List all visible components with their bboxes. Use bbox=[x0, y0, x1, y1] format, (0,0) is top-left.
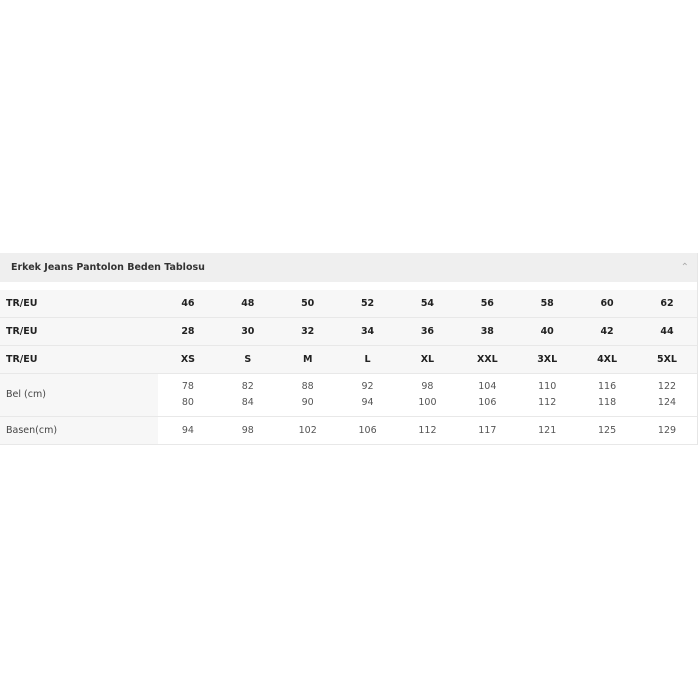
cell-value: 92 bbox=[361, 381, 374, 392]
table-cell: 4XL bbox=[577, 345, 637, 374]
row-label: TR/EU bbox=[0, 317, 158, 346]
table-cell: 52 bbox=[337, 290, 398, 318]
cell-value: 124 bbox=[657, 397, 677, 408]
table-cell: 117 bbox=[457, 416, 518, 445]
table-cell: 98 bbox=[217, 416, 278, 445]
table-cell: 112 bbox=[397, 416, 458, 445]
row-label: Basen(cm) bbox=[0, 416, 158, 445]
table-cell: XS bbox=[158, 345, 218, 374]
table-cell: 125 bbox=[577, 416, 637, 445]
table-cell: 82 84 bbox=[217, 373, 278, 417]
table-cell: 122 124 bbox=[637, 373, 697, 417]
cell-value: 88 bbox=[301, 381, 314, 392]
cell-value: 104 bbox=[478, 381, 497, 392]
table-cell: 46 bbox=[158, 290, 218, 318]
table-cell: 50 bbox=[277, 290, 338, 318]
table-cell: 102 bbox=[277, 416, 338, 445]
table-cell: L bbox=[337, 345, 398, 374]
table-cell: 42 bbox=[577, 317, 637, 346]
table-cell: 56 bbox=[457, 290, 518, 318]
cell-value: 78 bbox=[181, 381, 194, 392]
table-cell: 28 bbox=[158, 317, 218, 346]
table-cell: 54 bbox=[397, 290, 458, 318]
table-row: Basen(cm) 94 98 102 106 112 117 121 125 129 bbox=[0, 416, 697, 445]
table-cell: 129 bbox=[637, 416, 697, 445]
table-cell: 58 bbox=[517, 290, 578, 318]
table-cell: 36 bbox=[397, 317, 458, 346]
table-cell: 32 bbox=[277, 317, 338, 346]
cell-value: 90 bbox=[301, 397, 314, 408]
cell-value: 94 bbox=[361, 397, 374, 408]
table-cell: M bbox=[277, 345, 338, 374]
cell-value: 98 bbox=[421, 381, 434, 392]
table-cell: 106 bbox=[337, 416, 398, 445]
chevron-up-icon[interactable]: ⌃ bbox=[680, 262, 689, 273]
cell-value: 110 bbox=[538, 381, 557, 392]
table-cell: 92 94 bbox=[337, 373, 398, 417]
table-cell: 62 bbox=[637, 290, 697, 318]
cell-value: 82 bbox=[241, 381, 254, 392]
cell-value: 112 bbox=[538, 397, 557, 408]
size-chart-accordion: Erkek Jeans Pantolon Beden Tablosu ⌃ TR/… bbox=[0, 253, 698, 445]
table-cell: 98 100 bbox=[397, 373, 458, 417]
cell-value: 106 bbox=[478, 397, 497, 408]
table-cell: 116 118 bbox=[577, 373, 637, 417]
cell-value: 122 bbox=[657, 381, 677, 392]
size-table: TR/EU 46 48 50 52 54 56 58 60 62 TR/EU 28 30 32 34 36 38… bbox=[0, 290, 697, 445]
accordion-header[interactable]: Erkek Jeans Pantolon Beden Tablosu ⌃ bbox=[0, 253, 697, 282]
table-cell: XXL bbox=[457, 345, 518, 374]
table-cell: 104 106 bbox=[457, 373, 518, 417]
table-cell: 48 bbox=[217, 290, 278, 318]
table-row: TR/EU 46 48 50 52 54 56 58 60 62 bbox=[0, 290, 697, 318]
cell-value: 84 bbox=[241, 397, 254, 408]
table-cell: 44 bbox=[637, 317, 697, 346]
table-cell: XL bbox=[397, 345, 458, 374]
table-cell: 94 bbox=[158, 416, 218, 445]
table-cell: 5XL bbox=[637, 345, 697, 374]
table-row: TR/EU 28 30 32 34 36 38 40 42 44 bbox=[0, 317, 697, 346]
table-cell: 121 bbox=[517, 416, 578, 445]
accordion-title: Erkek Jeans Pantolon Beden Tablosu bbox=[11, 262, 205, 273]
table-row: Bel (cm) 78 80 82 84 88 90 92 94 98 100 104 106 110 11… bbox=[0, 373, 697, 417]
table-cell: 60 bbox=[577, 290, 637, 318]
cell-value: 118 bbox=[597, 397, 617, 408]
cell-value: 80 bbox=[181, 397, 194, 408]
table-cell: 110 112 bbox=[517, 373, 578, 417]
table-row: TR/EU XS S M L XL XXL 3XL 4XL 5XL bbox=[0, 345, 697, 374]
cell-value: 100 bbox=[418, 397, 437, 408]
table-cell: 88 90 bbox=[277, 373, 338, 417]
table-cell: 78 80 bbox=[158, 373, 218, 417]
table-cell: 3XL bbox=[517, 345, 578, 374]
table-cell: 30 bbox=[217, 317, 278, 346]
row-label: TR/EU bbox=[0, 290, 158, 318]
cell-value: 116 bbox=[597, 381, 617, 392]
row-label: Bel (cm) bbox=[0, 373, 158, 417]
row-label: TR/EU bbox=[0, 345, 158, 374]
table-cell: 40 bbox=[517, 317, 578, 346]
table-cell: S bbox=[217, 345, 278, 374]
table-cell: 34 bbox=[337, 317, 398, 346]
table-cell: 38 bbox=[457, 317, 518, 346]
